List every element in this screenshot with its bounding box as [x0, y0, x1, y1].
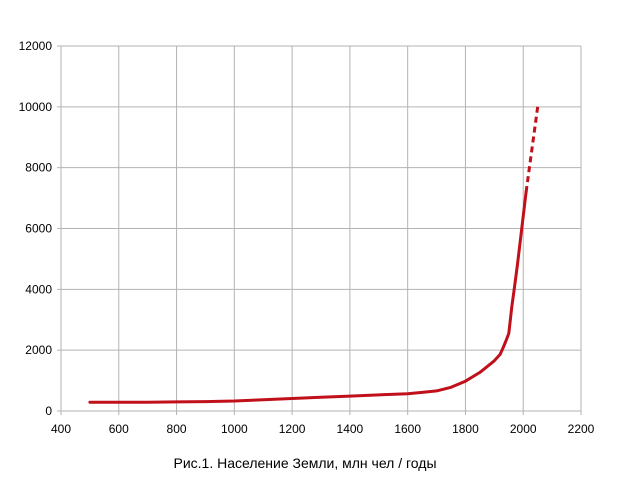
x-tick-label-400: 400: [51, 422, 71, 436]
chart-title: Рис.1. Население Земли, млн чел / годы: [173, 455, 436, 471]
x-tick-label-2200: 2200: [568, 422, 595, 436]
x-tick-label-1400: 1400: [337, 422, 364, 436]
series-line-historical: [88, 190, 528, 404]
x-tick-label-1200: 1200: [279, 422, 306, 436]
x-tick-label-600: 600: [109, 422, 129, 436]
series-line-projection: [524, 106, 540, 193]
y-tick-label-2000: 2000: [25, 343, 52, 357]
grid: [61, 45, 582, 411]
x-tick-label-800: 800: [167, 422, 187, 436]
y-tick-label-12000: 12000: [19, 39, 53, 53]
y-tick-label-4000: 4000: [25, 282, 52, 296]
x-tick-label-1600: 1600: [394, 422, 421, 436]
y-tick-label-0: 0: [45, 404, 52, 418]
axes: [57, 45, 582, 415]
y-tick-label-8000: 8000: [25, 161, 52, 175]
y-tick-label-10000: 10000: [19, 100, 53, 114]
series-lines: [88, 106, 540, 404]
x-tick-label-1000: 1000: [221, 422, 248, 436]
x-tick-label-2000: 2000: [510, 422, 537, 436]
tick-labels: 400 600 800 1000 1200 1400 1600 1800 2000 2200 0 20…: [19, 39, 595, 436]
x-tick-label-1800: 1800: [452, 422, 479, 436]
y-tick-label-6000: 6000: [25, 222, 52, 236]
